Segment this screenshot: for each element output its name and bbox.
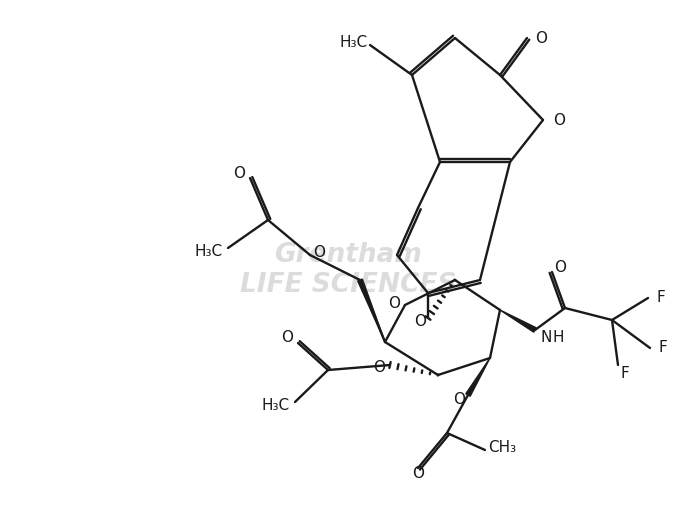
Text: H₃C: H₃C [195, 243, 223, 258]
Text: O: O [453, 392, 465, 407]
Text: F: F [656, 291, 665, 306]
Text: H: H [552, 330, 564, 345]
Text: N: N [540, 330, 551, 345]
Text: O: O [412, 466, 424, 482]
Text: Grentham
LIFE SCIENCES: Grentham LIFE SCIENCES [239, 242, 457, 298]
Text: O: O [281, 331, 293, 345]
Text: O: O [373, 359, 385, 374]
Text: O: O [553, 112, 565, 127]
Polygon shape [358, 279, 385, 342]
Text: O: O [554, 259, 566, 275]
Text: O: O [388, 295, 400, 310]
Text: H₃C: H₃C [262, 397, 290, 412]
Polygon shape [500, 310, 536, 332]
Text: F: F [658, 341, 667, 356]
Text: O: O [233, 165, 245, 180]
Text: H₃C: H₃C [340, 34, 368, 49]
Text: O: O [313, 244, 325, 259]
Text: O: O [535, 31, 547, 46]
Text: F: F [620, 366, 628, 381]
Text: CH₃: CH₃ [488, 440, 516, 456]
Text: O: O [414, 314, 426, 329]
Polygon shape [466, 358, 490, 396]
